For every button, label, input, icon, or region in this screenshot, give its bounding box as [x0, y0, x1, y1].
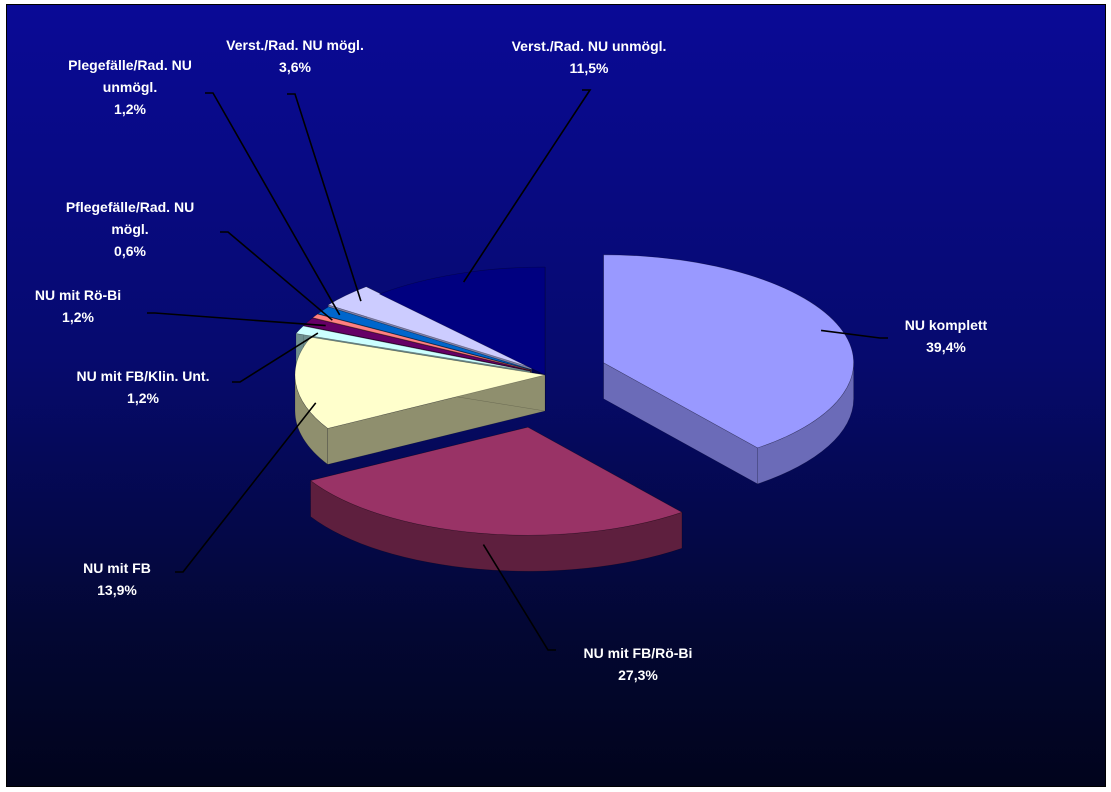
- value-label-nu-mit-fb-klin-unt: 1,2%: [127, 390, 159, 406]
- category-label-nu-komplett: NU komplett: [905, 317, 988, 333]
- leader-line-verst-rad-nu-unm-gl: [462, 89, 592, 283]
- category-label-plegef-lle-rad-nu-unm-gl: Plegefälle/Rad. NU: [68, 57, 192, 73]
- slice-plegef-lle-rad-nu-unm-gl: [317, 306, 532, 370]
- slice-verst-rad-nu-unm-gl: [378, 266, 546, 376]
- category-label-nu-mit-fb-klin-unt: NU mit FB/Klin. Unt.: [77, 368, 210, 384]
- category-label-nu-mit-fb: NU mit FB: [83, 560, 151, 576]
- category-label-verst-rad-nu-m-gl: Verst./Rad. NU mögl.: [226, 37, 364, 53]
- slice-verst-rad-nu-m-gl: [327, 286, 532, 368]
- slice-face-nu-komplett-1: [603, 362, 758, 485]
- category-label-pflegef-lle-rad-nu-m-gl: Pflegefälle/Rad. NU: [66, 199, 194, 215]
- slice-nu-mit-fb: [294, 336, 546, 429]
- value-label-verst-rad-nu-m-gl: 3,6%: [279, 59, 311, 75]
- slice-nu-komplett: [603, 254, 854, 449]
- value-label-nu-komplett: 39,4%: [926, 339, 966, 355]
- slice-nu-mit-fb-r-bi: [309, 426, 683, 536]
- leader-line-nu-mit-fb-r-bi: [482, 544, 556, 651]
- value-label-plegef-lle-rad-nu-unm-gl: 1,2%: [114, 101, 146, 117]
- chart-area: [6, 4, 1106, 787]
- value-label-nu-mit-fb-r-bi: 27,3%: [618, 667, 658, 683]
- slice-nu-mit-r-bi: [303, 317, 531, 371]
- value-label-nu-mit-r-bi: 1,2%: [62, 309, 94, 325]
- leader-line-plegef-lle-rad-nu-unm-gl: [205, 92, 341, 316]
- category-label-plegef-lle-rad-nu-unm-gl: unmögl.: [103, 79, 157, 95]
- slice-pflegef-lle-rad-nu-m-gl: [312, 313, 532, 371]
- leader-line-nu-mit-r-bi: [147, 312, 326, 327]
- category-label-nu-mit-r-bi: NU mit Rö-Bi: [35, 287, 121, 303]
- value-label-nu-mit-fb: 13,9%: [97, 582, 137, 598]
- leader-line-verst-rad-nu-m-gl: [287, 93, 362, 302]
- leader-lines: [147, 89, 888, 651]
- leader-line-nu-mit-fb-klin-unt: [232, 332, 319, 383]
- leader-line-pflegef-lle-rad-nu-m-gl: [220, 231, 333, 321]
- category-label-nu-mit-fb-r-bi: NU mit FB/Rö-Bi: [584, 645, 693, 661]
- value-label-pflegef-lle-rad-nu-m-gl: 0,6%: [114, 243, 146, 259]
- slice-nu-mit-fb-klin-unt: [295, 325, 531, 372]
- leader-line-nu-komplett: [820, 329, 888, 339]
- category-label-pflegef-lle-rad-nu-m-gl: mögl.: [111, 221, 148, 237]
- value-label-verst-rad-nu-unm-gl: 11,5%: [570, 60, 609, 76]
- leader-line-nu-mit-fb: [175, 402, 317, 573]
- pie-slices: [294, 254, 854, 536]
- category-label-verst-rad-nu-unm-gl: Verst./Rad. NU unmögl.: [512, 38, 667, 54]
- data-labels: NU komplett 39,4% NU mit FB/Rö-Bi 27,3% NU m…: [35, 37, 988, 683]
